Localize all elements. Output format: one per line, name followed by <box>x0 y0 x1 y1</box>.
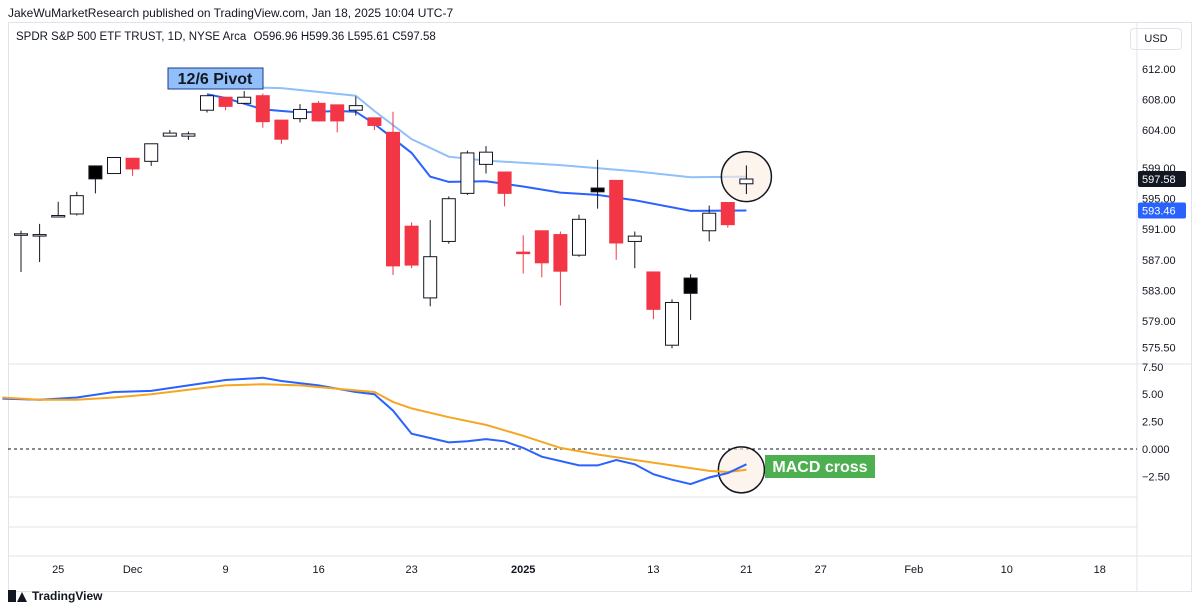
candle-body[interactable] <box>683 277 698 294</box>
candle-body[interactable] <box>311 102 326 122</box>
last-price-tag-bg <box>1138 171 1186 188</box>
candle-body[interactable] <box>255 95 270 123</box>
time-tick-label: 23 <box>405 564 417 576</box>
candle-body[interactable] <box>479 151 493 165</box>
currency-button[interactable]: USD <box>1130 28 1182 50</box>
price-tick-label: 608.00 <box>1142 95 1176 107</box>
candle-body[interactable] <box>572 218 586 256</box>
candle-body[interactable] <box>516 251 531 255</box>
macd-cross-label: MACD cross <box>772 459 867 476</box>
price-tick-label: 583.00 <box>1142 285 1176 297</box>
time-tick-label: 18 <box>1094 564 1106 576</box>
candle-body[interactable] <box>293 108 307 120</box>
time-tick-label: 16 <box>312 564 324 576</box>
macd-tick-label: 5.00 <box>1142 389 1163 401</box>
candle-body[interactable] <box>274 119 289 140</box>
candle-body[interactable] <box>218 96 233 107</box>
candle-body[interactable] <box>14 233 28 236</box>
publisher-line: JakeWuMarketResearch published on Tradin… <box>8 6 454 20</box>
last-price-tag: 597.58 <box>1142 174 1176 186</box>
candle-body[interactable] <box>107 157 121 175</box>
candle-body[interactable] <box>32 234 47 237</box>
ema-value-tag: 593.46 <box>1142 205 1176 217</box>
ohlc-values: O596.96 H599.36 L595.61 C597.58 <box>253 31 436 43</box>
candle-body[interactable] <box>162 132 177 137</box>
candle-body[interactable] <box>702 212 717 232</box>
signal-line <box>2 383 747 474</box>
ema-value-tag-bg <box>1138 202 1186 219</box>
time-tick-label: 2025 <box>511 564 535 576</box>
pivot-label: 12/6 Pivot <box>178 71 253 88</box>
candle-body[interactable] <box>441 198 456 242</box>
time-tick-label: 21 <box>740 564 752 576</box>
symbol-legend: SPDR S&P 500 ETF TRUST, 1D, NYSE Arca O5… <box>16 31 436 43</box>
price-tick-label: 604.00 <box>1142 125 1176 137</box>
candle-body[interactable] <box>348 105 363 111</box>
time-tick-label: 13 <box>647 564 659 576</box>
candle-body[interactable] <box>553 234 568 272</box>
candle-body[interactable] <box>367 117 382 126</box>
price-tick-label: 575.50 <box>1142 343 1176 355</box>
candle-body[interactable] <box>404 225 419 266</box>
footer-brand[interactable]: TradingView <box>32 589 103 603</box>
time-tick-label: Feb <box>904 564 923 576</box>
candle-body[interactable] <box>665 301 679 346</box>
ema-fast-line <box>206 93 747 212</box>
ema-slow-line <box>206 85 747 179</box>
macd-line <box>2 376 747 486</box>
candle-body[interactable] <box>460 152 475 194</box>
macd-tick-label: −2.50 <box>1142 471 1170 483</box>
candle-body[interactable] <box>200 95 214 111</box>
candle-body[interactable] <box>627 235 642 242</box>
chart-frame <box>8 22 1192 592</box>
time-tick-label: 25 <box>52 564 64 576</box>
price-tick-label: 587.00 <box>1142 255 1176 267</box>
candle-body[interactable] <box>609 179 624 244</box>
macd-tick-label: 2.50 <box>1142 417 1163 429</box>
symbol-name[interactable]: SPDR S&P 500 ETF TRUST, 1D, NYSE Arca <box>16 31 247 43</box>
candle-body[interactable] <box>386 131 400 267</box>
candle-body[interactable] <box>125 157 140 170</box>
candle-body[interactable] <box>69 195 84 215</box>
time-tick-label: 10 <box>1001 564 1013 576</box>
price-tick-label: 612.00 <box>1142 64 1176 76</box>
time-tick-label: 9 <box>223 564 229 576</box>
macd-cross-label-box <box>765 455 875 478</box>
tradingview-logo-icon <box>8 590 27 602</box>
candle-body[interactable] <box>144 143 159 162</box>
candle-body[interactable] <box>534 230 549 264</box>
candle-body[interactable] <box>646 271 661 310</box>
macd-tick-label: 7.50 <box>1142 362 1163 374</box>
pivot-label-box <box>167 67 264 90</box>
footer: TradingView <box>8 589 102 603</box>
candle-body[interactable] <box>330 104 345 122</box>
candle-body[interactable] <box>590 187 605 193</box>
macd-tick-label: 0.000 <box>1142 444 1170 456</box>
candle-body[interactable] <box>739 178 754 185</box>
candle-body[interactable] <box>51 214 66 218</box>
candle-body[interactable] <box>720 202 735 226</box>
candle-body[interactable] <box>237 96 252 104</box>
macd-line-end <box>708 463 747 479</box>
price-tick-label: 579.00 <box>1142 316 1176 328</box>
candle-body[interactable] <box>497 171 512 194</box>
candle-body[interactable] <box>88 165 103 180</box>
candle-body[interactable] <box>181 133 196 137</box>
time-tick-label: 27 <box>815 564 827 576</box>
time-tick-label: Dec <box>123 564 143 576</box>
candle-body[interactable] <box>423 256 438 299</box>
price-tick-label: 591.00 <box>1142 224 1176 236</box>
